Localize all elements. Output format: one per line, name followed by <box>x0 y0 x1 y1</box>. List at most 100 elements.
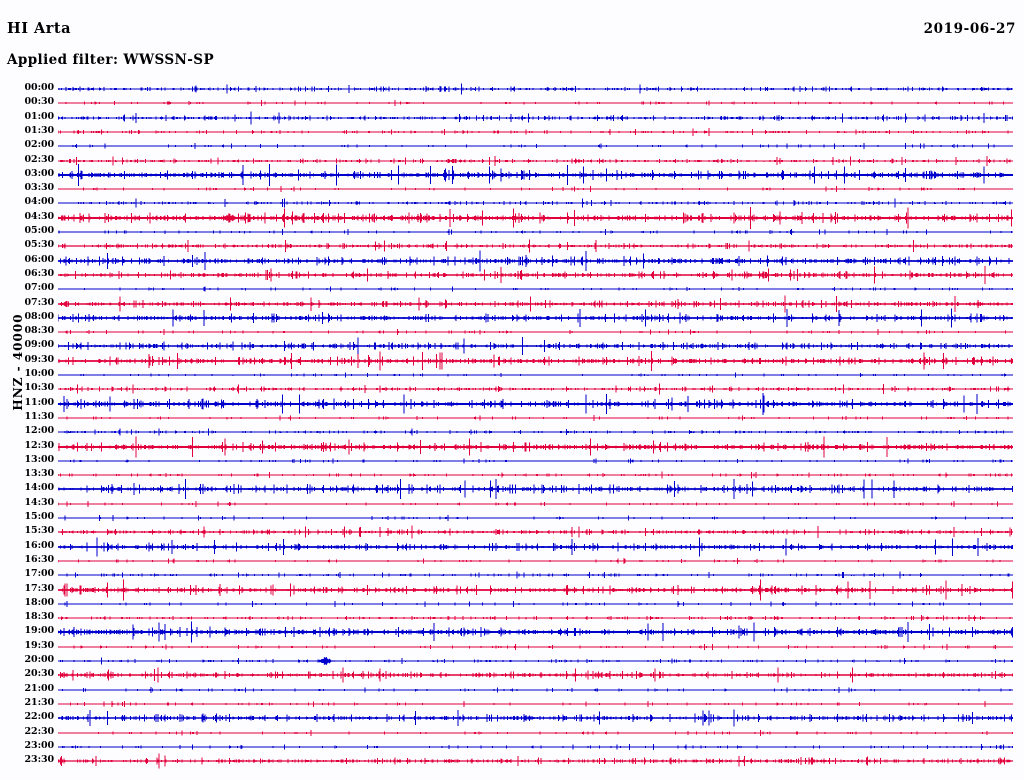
row-time-label: 10:30 <box>24 382 55 394</box>
seismic-trace <box>58 100 1013 107</box>
trace-row: 17:30 <box>0 579 1024 600</box>
seismic-trace <box>58 83 1013 95</box>
seismic-trace <box>58 615 1013 622</box>
row-time-label: 12:30 <box>24 439 55 451</box>
trace-row: 05:30 <box>0 239 1024 253</box>
trace-row: 22:00 <box>0 709 1024 727</box>
row-time-label: 12:00 <box>24 425 55 437</box>
seismic-trace <box>58 392 1013 415</box>
trace-row: 04:00 <box>0 196 1024 210</box>
record-date: 2019-06-27 <box>923 21 1016 37</box>
seismic-trace <box>58 143 1013 150</box>
seismic-trace <box>58 127 1013 136</box>
seismic-trace <box>58 198 1013 208</box>
trace-row: 02:00 <box>0 139 1024 153</box>
seismic-trace <box>58 537 1013 557</box>
row-time-label: 13:00 <box>24 453 55 465</box>
row-time-label: 16:00 <box>24 539 55 551</box>
trace-row: 22:30 <box>0 726 1024 740</box>
row-time-label: 18:00 <box>24 596 55 608</box>
seismic-trace <box>58 657 1013 665</box>
seismic-trace <box>58 729 1013 736</box>
trace-row: 20:30 <box>0 667 1024 683</box>
row-time-label: 19:00 <box>24 625 55 637</box>
trace-row: 23:00 <box>0 740 1024 754</box>
trace-row: 23:30 <box>0 753 1024 769</box>
row-time-label: 07:30 <box>24 296 55 308</box>
row-time-label: 09:30 <box>24 353 55 365</box>
row-time-label: 02:00 <box>24 139 55 151</box>
seismic-trace <box>58 458 1013 464</box>
seismic-trace <box>58 525 1013 539</box>
row-time-label: 08:30 <box>24 325 55 337</box>
seismic-trace <box>58 709 1013 727</box>
row-time-label: 05:30 <box>24 239 55 251</box>
row-time-label: 23:00 <box>24 739 55 751</box>
trace-row: 11:00 <box>0 392 1024 415</box>
seismic-trace <box>58 163 1013 186</box>
helicorder-plot: 00:00 00:30 01:00 01:30 02:00 02:30 03:00 03:30… <box>0 78 1024 773</box>
row-time-label: 00:00 <box>24 82 55 93</box>
row-time-label: 21:30 <box>24 696 55 708</box>
seismic-trace <box>58 686 1013 693</box>
seismic-trace <box>58 428 1013 436</box>
row-time-label: 17:30 <box>24 582 55 594</box>
seismic-trace <box>58 753 1013 769</box>
seismic-trace <box>58 479 1013 500</box>
row-time-label: 05:00 <box>24 225 55 236</box>
trace-row: 07:30 <box>0 295 1024 312</box>
seismic-trace <box>58 500 1013 507</box>
seismic-trace <box>58 600 1013 607</box>
seismic-trace <box>58 643 1013 650</box>
trace-row: 13:00 <box>0 454 1024 468</box>
seismic-trace <box>58 514 1013 522</box>
trace-row: 09:00 <box>0 337 1024 356</box>
trace-row: 09:30 <box>0 350 1024 371</box>
seismic-trace <box>58 266 1013 284</box>
row-time-label: 23:30 <box>24 754 55 766</box>
row-time-label: 15:00 <box>24 511 55 522</box>
seismic-trace <box>58 206 1013 229</box>
seismic-trace <box>58 329 1013 336</box>
trace-row: 01:30 <box>0 125 1024 139</box>
trace-row: 01:00 <box>0 111 1024 125</box>
trace-row: 02:30 <box>0 154 1024 168</box>
row-time-label: 04:30 <box>24 210 55 222</box>
trace-row: 05:00 <box>0 225 1024 239</box>
trace-row: 19:30 <box>0 640 1024 654</box>
row-time-label: 16:30 <box>24 553 55 565</box>
row-time-label: 20:00 <box>24 654 55 665</box>
trace-row: 16:00 <box>0 537 1024 557</box>
row-time-label: 13:30 <box>24 468 55 480</box>
trace-row: 14:00 <box>0 479 1024 500</box>
row-time-label: 14:00 <box>24 482 55 494</box>
seismic-trace <box>58 111 1013 124</box>
trace-row: 00:30 <box>0 96 1024 110</box>
row-time-label: 22:30 <box>24 725 55 737</box>
seismic-trace <box>58 250 1013 272</box>
seismic-trace <box>58 239 1013 253</box>
row-time-label: 01:00 <box>24 110 55 122</box>
row-time-label: 00:30 <box>24 96 55 108</box>
row-time-label: 02:30 <box>24 153 55 165</box>
seismic-trace <box>58 579 1013 600</box>
row-time-label: 01:30 <box>24 124 55 136</box>
trace-row: 08:30 <box>0 325 1024 339</box>
seismic-trace <box>58 471 1013 479</box>
trace-row: 00:00 <box>0 82 1024 96</box>
trace-row: 11:30 <box>0 411 1024 425</box>
applied-filter-label: Applied filter: WWSSN-SP <box>7 52 214 68</box>
trace-row: 15:30 <box>0 525 1024 539</box>
trace-row: 10:30 <box>0 382 1024 396</box>
trace-row: 12:30 <box>0 435 1024 458</box>
seismic-trace <box>58 295 1013 312</box>
row-time-label: 03:00 <box>24 167 55 179</box>
seismic-trace <box>58 228 1013 236</box>
row-time-label: 15:30 <box>24 525 55 537</box>
seismic-trace <box>58 700 1013 708</box>
seismic-trace <box>58 435 1013 458</box>
trace-row: 04:30 <box>0 206 1024 229</box>
row-time-label: 06:30 <box>24 267 55 279</box>
row-time-label: 03:30 <box>24 182 55 194</box>
